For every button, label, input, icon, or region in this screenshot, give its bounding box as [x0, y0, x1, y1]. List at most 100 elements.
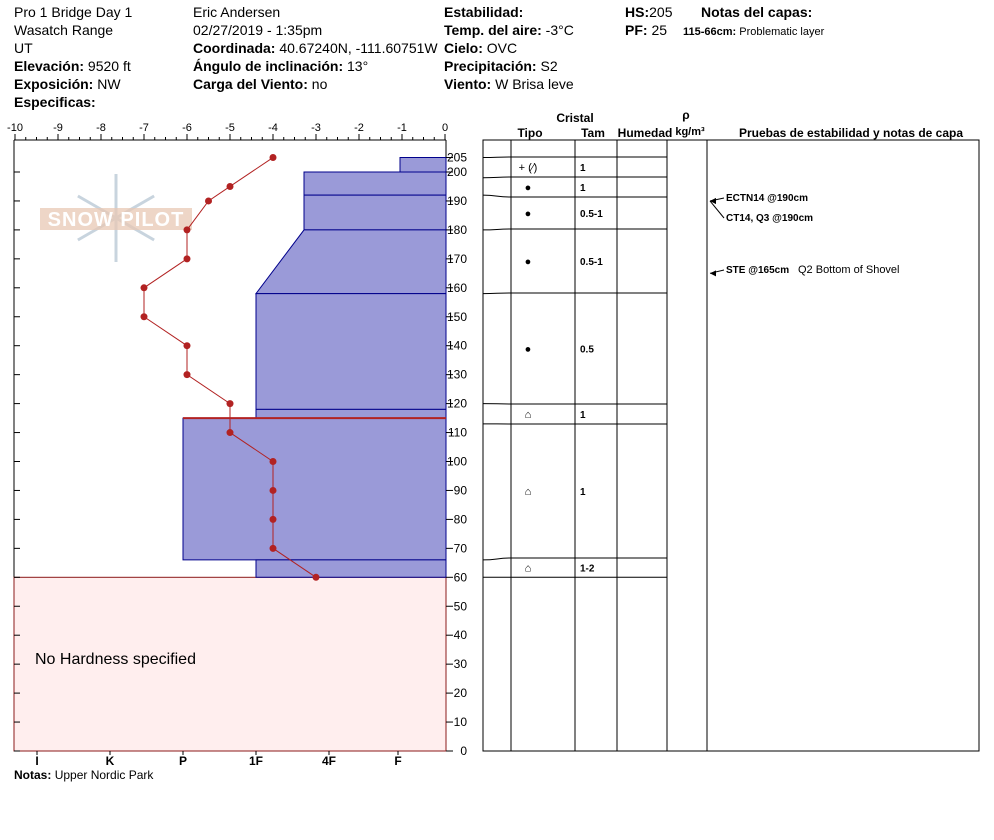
temperature-point: [269, 544, 277, 552]
crystal-type-symbol: ●: [525, 344, 532, 356]
crystal-type-symbol: ⌂: [525, 563, 532, 575]
height-tick-label: 160: [447, 281, 467, 295]
layer-connector: [482, 557, 512, 561]
height-tick-label: 180: [447, 223, 467, 237]
temp-tick-label: -5: [225, 122, 235, 134]
height-tick-label: 150: [447, 310, 467, 324]
foot-penetration: PF: 25: [625, 22, 667, 38]
notes: Notas: Upper Nordic Park: [14, 767, 153, 783]
temperature-point: [269, 486, 277, 494]
crystal-size: 0.5-1: [580, 257, 603, 268]
crystal-size: 1: [580, 487, 586, 498]
crystal-type-symbol: ●: [525, 256, 532, 268]
watermark-band: [40, 208, 192, 230]
precip-value: S2: [540, 58, 558, 74]
hardness-tick-label: K: [106, 754, 115, 768]
layer-connector: [482, 156, 512, 159]
crystal-size: 1: [580, 410, 586, 421]
sky-value: OVC: [486, 40, 518, 56]
wind-load: Carga del Viento: no: [193, 76, 327, 92]
pf-label: PF:: [625, 22, 648, 38]
crystal-size: 1: [580, 163, 586, 174]
temp-tick-label: -8: [96, 122, 106, 134]
crystal-size: 0.5-1: [580, 209, 603, 220]
hardness-tick-label: 4F: [322, 754, 336, 768]
specifics-label: Especificas:: [14, 94, 96, 110]
no-hardness-text: No Hardness specified: [35, 651, 196, 668]
height-tick-label: 120: [447, 397, 467, 411]
aspect-label: Exposición:: [14, 76, 94, 92]
crystal-type-symbol: + (⁄): [519, 162, 538, 174]
temperature-point: [269, 515, 277, 523]
hardness-tick-label: P: [179, 754, 187, 768]
wind-value: W Brisa leve: [495, 76, 574, 92]
hardness-layer: [303, 171, 447, 196]
aspect-value: NW: [97, 76, 121, 92]
height-tick-label: 0: [460, 744, 467, 758]
temperature-point: [140, 313, 148, 321]
stability-test-note: Q2 Bottom of Shovel: [798, 264, 900, 276]
mountain-range: Wasatch Range: [14, 22, 114, 38]
air-temp-label: Temp. del aire:: [444, 22, 542, 38]
snow-height: HS:205: [625, 4, 672, 20]
sky: Cielo: OVC: [444, 40, 517, 56]
air-temp-value: -3°C: [545, 22, 574, 38]
layer-note-text: Problematic layer: [739, 26, 825, 38]
layer-note: 115-66cm: Problematic layer: [683, 24, 824, 40]
crystal-size: 1-2: [580, 564, 595, 575]
height-tick-label: 60: [454, 570, 468, 584]
watermark-text: SNOW PILOT: [48, 209, 185, 231]
observer: Eric Andersen: [193, 4, 281, 20]
hardness-tick-label: 1F: [249, 754, 263, 768]
hardness-layer: [255, 559, 447, 578]
header-tests: Pruebas de estabilidad y notas de capa: [739, 126, 963, 140]
wind: Viento: W Brisa leve: [444, 76, 574, 92]
temperature-point: [183, 371, 191, 379]
stability-test-code: CT14, Q3 @190cm: [726, 213, 813, 224]
precipitation: Precipitación: S2: [444, 58, 558, 74]
incline-label: Ángulo de inclinación:: [193, 58, 344, 74]
incline-value: 13°: [347, 58, 369, 74]
hardness-layer: [399, 157, 447, 173]
temp-tick-label: -7: [139, 122, 149, 134]
crystal-type-symbol: ⌂: [525, 409, 532, 421]
header-density-unit: kg/m³: [675, 126, 705, 138]
hardness-layer: [182, 417, 447, 561]
wind-label: Viento:: [444, 76, 492, 92]
layer-note-range: 115-66cm:: [683, 26, 737, 38]
stability-test-code: ECTN14 @190cm: [726, 193, 808, 204]
notes-value: Upper Nordic Park: [54, 768, 154, 782]
temperature-point: [183, 226, 191, 234]
temp-tick-label: -4: [268, 122, 278, 134]
header-type: Tipo: [517, 126, 542, 140]
height-tick-label: 170: [447, 252, 467, 266]
stability-test-code: STE @165cm: [726, 265, 789, 276]
coordinates: Coordinada: 40.67240N, -111.60751W: [193, 40, 438, 56]
state: UT: [14, 40, 33, 56]
height-tick-label: 20: [454, 686, 468, 700]
temperature-point: [312, 573, 320, 581]
hardness-layer: [303, 194, 447, 231]
temperature-point: [269, 154, 277, 162]
elevation-label: Elevación:: [14, 58, 85, 74]
temp-tick-label: -6: [182, 122, 192, 134]
temperature-point: [226, 400, 234, 408]
crystal-size: 0.5: [580, 345, 594, 356]
temperature-point: [269, 458, 277, 465]
crystal-table-frame: [482, 139, 980, 752]
wind-load-label: Carga del Viento:: [193, 76, 308, 92]
aspect: Exposición: NW: [14, 76, 121, 92]
site-name: Pro 1 Bridge Day 1: [14, 4, 133, 20]
header-size: Tam: [581, 126, 605, 140]
wind-load-value: no: [311, 76, 328, 92]
layer-connector: [482, 194, 512, 198]
height-tick-label: 100: [447, 455, 467, 469]
notes-label: Notas:: [14, 768, 52, 782]
header-moisture: Humedad: [618, 126, 673, 140]
temp-tick-label: -1: [397, 122, 407, 134]
crystal-type-symbol: ●: [525, 208, 532, 220]
height-tick-label: 50: [454, 599, 468, 613]
height-tick-label: 90: [454, 483, 468, 497]
crystal-type-symbol: ⌂: [525, 486, 532, 498]
